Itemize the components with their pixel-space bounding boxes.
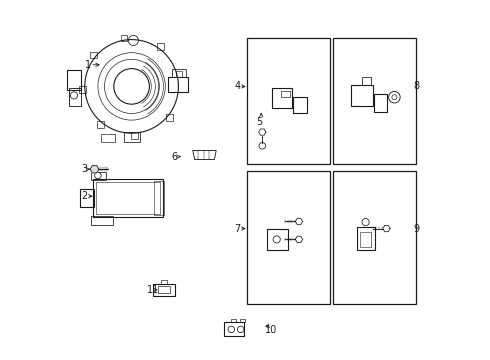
Bar (351, 85, 373, 106)
Text: 2: 2 (81, 191, 87, 201)
Bar (121, 35, 127, 41)
Bar (176, 71, 182, 77)
Bar (172, 69, 186, 77)
Text: 6: 6 (171, 152, 177, 162)
Bar (67, 70, 81, 90)
Bar (357, 227, 374, 250)
Bar (247, 171, 330, 304)
Text: 1: 1 (85, 60, 91, 70)
Bar (166, 114, 172, 121)
Text: 10: 10 (265, 325, 277, 336)
Text: 3: 3 (81, 164, 87, 174)
Bar (157, 286, 171, 293)
Bar (373, 94, 387, 112)
Bar (79, 86, 86, 93)
Bar (96, 182, 160, 214)
Text: 7: 7 (234, 224, 241, 234)
Text: 5: 5 (256, 117, 262, 127)
Bar (168, 77, 188, 92)
Bar (157, 44, 164, 50)
Bar (247, 38, 330, 164)
Text: 4: 4 (234, 81, 240, 91)
Bar (161, 280, 167, 284)
Text: 11: 11 (147, 285, 159, 295)
Bar (281, 91, 290, 97)
Bar (91, 52, 97, 58)
Bar (333, 38, 416, 164)
Bar (131, 132, 138, 139)
Bar (123, 132, 140, 142)
Bar (69, 88, 81, 106)
Text: 8: 8 (414, 81, 419, 91)
Bar (101, 134, 116, 142)
Bar (93, 179, 163, 217)
Bar (360, 232, 371, 247)
Bar (153, 284, 175, 296)
Bar (293, 97, 307, 113)
Text: 9: 9 (414, 224, 419, 234)
Bar (333, 171, 416, 304)
Bar (97, 121, 103, 127)
Bar (91, 216, 113, 225)
Bar (240, 319, 245, 322)
Bar (224, 322, 244, 336)
Bar (362, 77, 371, 85)
Polygon shape (90, 166, 99, 173)
Bar (231, 319, 236, 322)
Bar (80, 189, 94, 207)
Bar (91, 172, 105, 180)
Bar (272, 88, 292, 108)
Bar (267, 229, 288, 250)
Bar (154, 181, 164, 215)
